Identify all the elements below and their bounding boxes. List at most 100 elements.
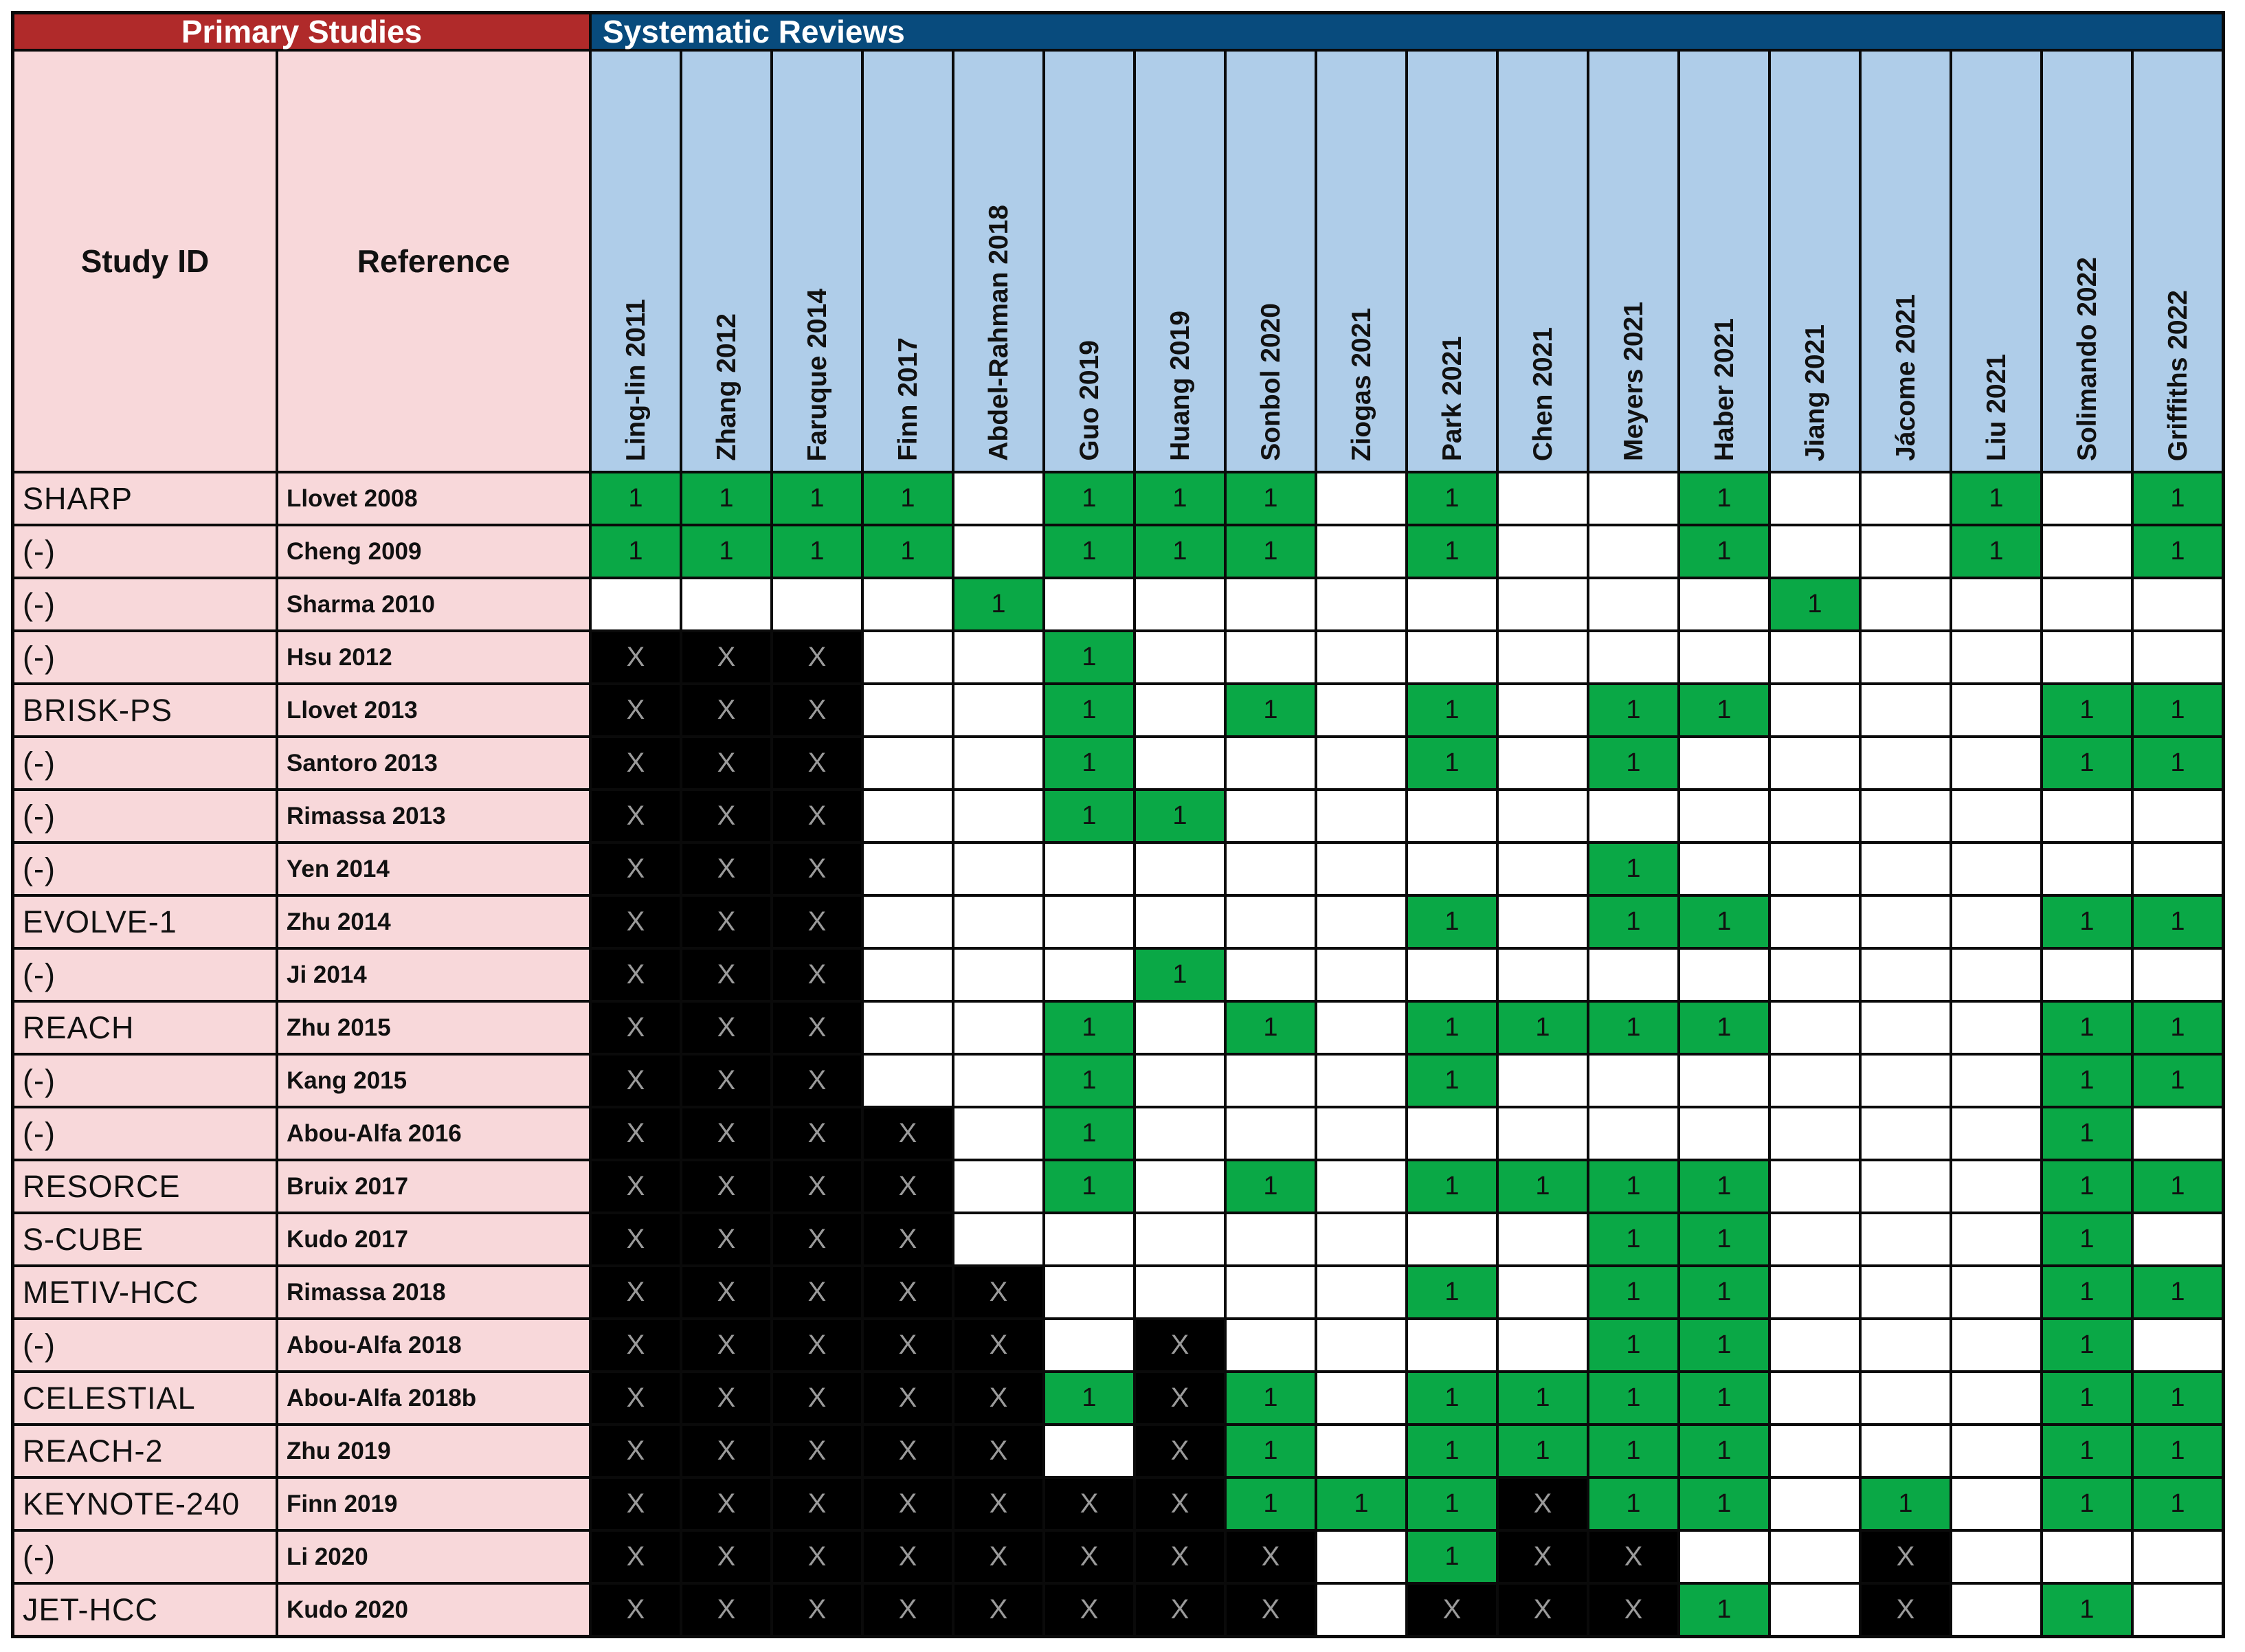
- matrix-cell-empty: [954, 685, 1042, 735]
- review-header-6: Guo 2019: [1045, 52, 1133, 471]
- matrix-cell-empty: [1227, 738, 1315, 788]
- matrix-cell-included: 1: [1408, 1532, 1496, 1582]
- reference-cell-row8: Yen 2014: [278, 844, 589, 894]
- matrix-cell-empty: [1952, 1585, 2040, 1635]
- matrix-cell-included: 1: [2134, 1426, 2222, 1476]
- matrix-cell-included: 1: [1045, 685, 1133, 735]
- reference-cell-row13: Abou-Alfa 2016: [278, 1108, 589, 1159]
- matrix-cell-included: 1: [2134, 1373, 2222, 1423]
- matrix-cell-included: 1: [1045, 1108, 1133, 1159]
- matrix-cell-included: 1: [1045, 1161, 1133, 1212]
- matrix-cell-empty: [864, 1003, 952, 1053]
- matrix-cell-empty: [954, 473, 1042, 524]
- matrix-cell-empty: [954, 1003, 1042, 1053]
- matrix-cell-excluded: X: [1862, 1585, 1950, 1635]
- matrix-cell-included: 1: [592, 526, 680, 577]
- matrix-cell-included: 1: [2134, 897, 2222, 947]
- matrix-cell-empty: [1136, 844, 1224, 894]
- matrix-cell-excluded: X: [592, 844, 680, 894]
- matrix-cell-empty: [864, 579, 952, 629]
- matrix-cell-empty: [1862, 897, 1950, 947]
- matrix-cell-excluded: X: [954, 1479, 1042, 1529]
- matrix-cell-included: 1: [1589, 1214, 1677, 1264]
- matrix-cell-empty: [1136, 1161, 1224, 1212]
- matrix-cell-excluded: X: [592, 1532, 680, 1582]
- matrix-cell-empty: [1499, 1267, 1587, 1317]
- matrix-cell-empty: [1317, 738, 1405, 788]
- matrix-cell-excluded: X: [1136, 1373, 1224, 1423]
- review-header-10: Park 2021: [1408, 52, 1496, 471]
- matrix-cell-empty: [1045, 1426, 1133, 1476]
- study-id-header-label: Study ID: [80, 243, 210, 279]
- matrix-cell-empty: [1862, 632, 1950, 682]
- matrix-cell-empty: [1408, 579, 1496, 629]
- matrix-cell-excluded: X: [1862, 1532, 1950, 1582]
- matrix-cell-excluded: X: [592, 1479, 680, 1529]
- matrix-cell-included: 1: [773, 526, 861, 577]
- matrix-cell-included: 1: [592, 473, 680, 524]
- matrix-cell-excluded: X: [1136, 1320, 1224, 1370]
- matrix-cell-included: 1: [1952, 473, 2040, 524]
- primary-studies-band: Primary Studies: [14, 14, 589, 49]
- review-header-7: Huang 2019: [1136, 52, 1224, 471]
- matrix-cell-included: 1: [1227, 1373, 1315, 1423]
- study-id-cell-row10: (-): [14, 950, 276, 1000]
- matrix-cell-included: 1: [1589, 685, 1677, 735]
- matrix-cell-empty: [1771, 473, 1859, 524]
- matrix-cell-empty: [1499, 473, 1587, 524]
- matrix-cell-empty: [1317, 791, 1405, 841]
- review-header-label: Huang 2019: [1165, 311, 1195, 461]
- matrix-cell-empty: [1862, 1320, 1950, 1370]
- matrix-cell-empty: [1136, 1108, 1224, 1159]
- study-id-cell-row5: BRISK-PS: [14, 685, 276, 735]
- review-header-3: Faruque 2014: [773, 52, 861, 471]
- matrix-cell-included: 1: [1408, 473, 1496, 524]
- reference-cell-row7: Rimassa 2013: [278, 791, 589, 841]
- matrix-cell-empty: [1680, 738, 1768, 788]
- reference-cell-row22: Kudo 2020: [278, 1585, 589, 1635]
- matrix-cell-empty: [1862, 1161, 1950, 1212]
- matrix-cell-included: 1: [2043, 1056, 2131, 1106]
- matrix-cell-empty: [1317, 1267, 1405, 1317]
- review-header-label: Jiang 2021: [1800, 324, 1830, 461]
- matrix-cell-excluded: X: [773, 738, 861, 788]
- matrix-cell-excluded: X: [864, 1479, 952, 1529]
- matrix-cell-included: 1: [1408, 738, 1496, 788]
- matrix-cell-excluded: X: [1408, 1585, 1496, 1635]
- review-header-label: Jácome 2021: [1890, 294, 1921, 461]
- matrix-cell-empty: [1771, 738, 1859, 788]
- matrix-cell-empty: [2134, 844, 2222, 894]
- matrix-cell-empty: [1862, 1108, 1950, 1159]
- matrix-cell-included: 1: [2134, 738, 2222, 788]
- matrix-cell-empty: [864, 738, 952, 788]
- study-id-cell-row14: RESORCE: [14, 1161, 276, 1212]
- matrix-cell-empty: [1499, 791, 1587, 841]
- matrix-cell-excluded: X: [954, 1320, 1042, 1370]
- review-header-label: Ling-lin 2011: [621, 298, 651, 461]
- matrix-cell-empty: [1862, 1003, 1950, 1053]
- matrix-cell-empty: [864, 791, 952, 841]
- matrix-cell-empty: [1227, 1267, 1315, 1317]
- matrix-cell-empty: [1317, 1214, 1405, 1264]
- matrix-cell-included: 1: [2043, 1373, 2131, 1423]
- matrix-cell-included: 1: [1680, 1585, 1768, 1635]
- matrix-cell-empty: [1499, 738, 1587, 788]
- matrix-cell-empty: [1499, 1320, 1587, 1370]
- matrix-cell-excluded: X: [682, 1426, 770, 1476]
- matrix-cell-empty: [1589, 579, 1677, 629]
- matrix-cell-excluded: X: [592, 1161, 680, 1212]
- matrix-cell-empty: [1317, 1426, 1405, 1476]
- reference-cell-row19: Zhu 2019: [278, 1426, 589, 1476]
- matrix-cell-excluded: X: [592, 897, 680, 947]
- matrix-cell-empty: [2043, 950, 2131, 1000]
- matrix-cell-excluded: X: [864, 1532, 952, 1582]
- matrix-cell-empty: [864, 897, 952, 947]
- matrix-cell-empty: [773, 579, 861, 629]
- matrix-cell-empty: [954, 632, 1042, 682]
- matrix-cell-included: 1: [1227, 1479, 1315, 1529]
- matrix-cell-empty: [2043, 632, 2131, 682]
- reference-cell-row11: Zhu 2015: [278, 1003, 589, 1053]
- matrix-cell-excluded: X: [773, 1003, 861, 1053]
- matrix-cell-excluded: X: [1136, 1585, 1224, 1635]
- matrix-cell-empty: [1952, 1214, 2040, 1264]
